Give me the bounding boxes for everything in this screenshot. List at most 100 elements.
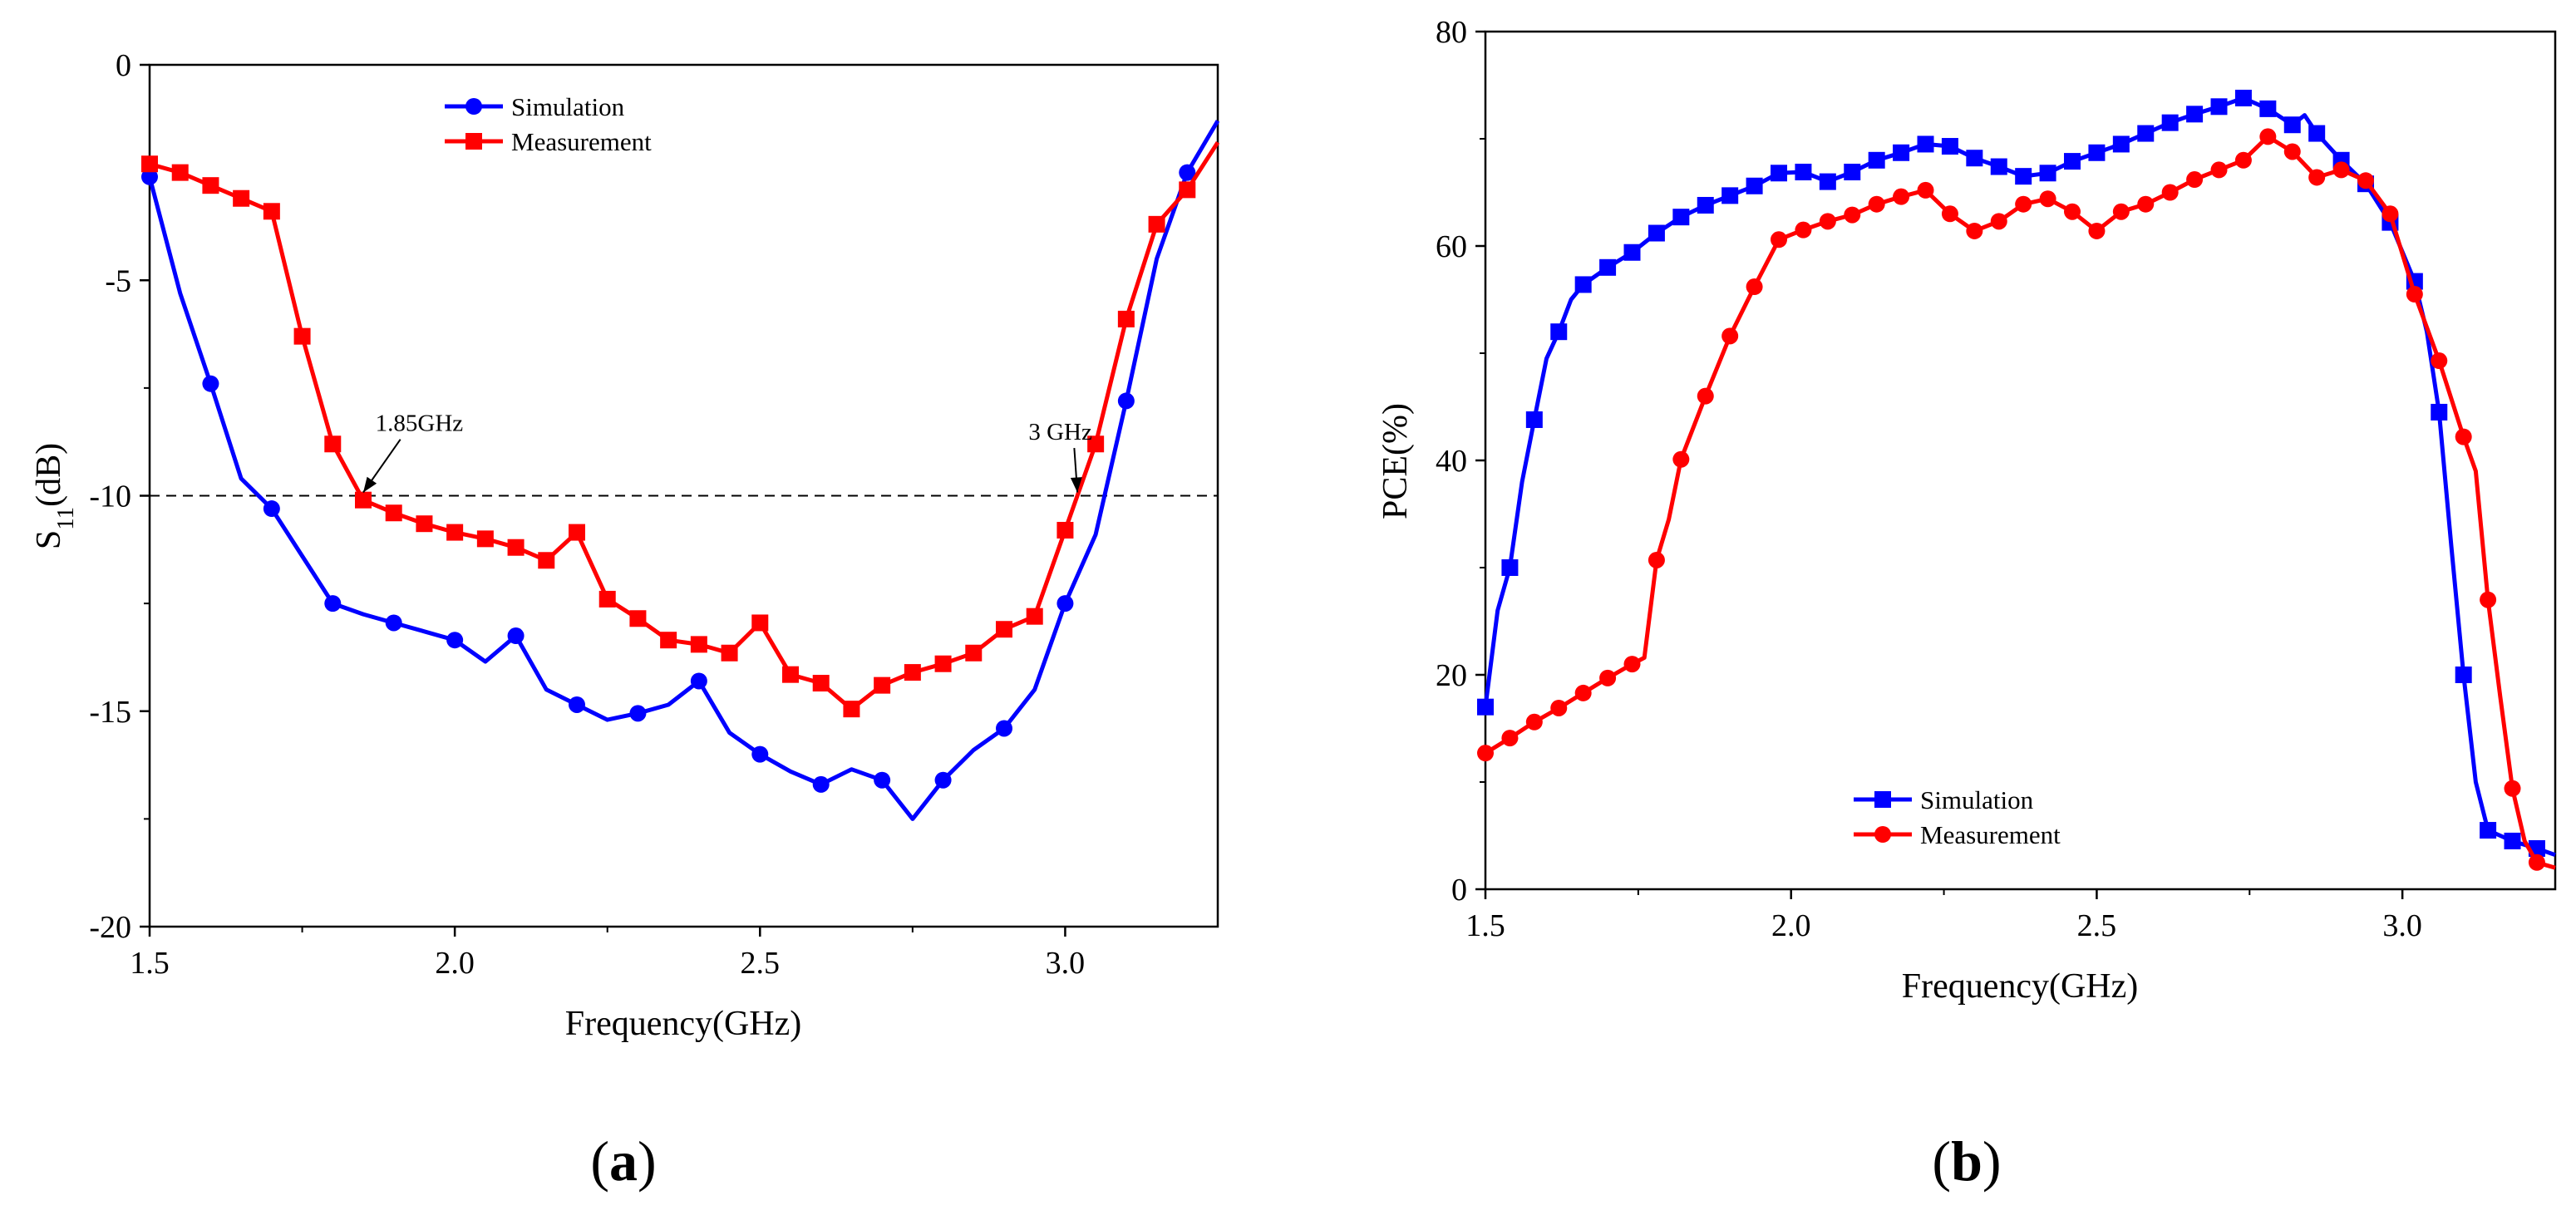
measurement-marker bbox=[141, 155, 158, 173]
y-tick-label: 0 bbox=[116, 48, 131, 83]
y-tick-label: -15 bbox=[89, 695, 131, 730]
legend-item-measurement: Measurement bbox=[1854, 820, 2061, 849]
annotation-label: 3 GHz bbox=[1028, 419, 1092, 445]
panel-letter-a: a bbox=[609, 1129, 638, 1193]
y-tick-label: 60 bbox=[1436, 229, 1467, 264]
simulation-marker bbox=[385, 614, 402, 632]
measurement-marker bbox=[233, 189, 250, 207]
measurement-marker bbox=[1844, 206, 1861, 224]
simulation-marker bbox=[1721, 187, 1739, 204]
measurement-marker bbox=[355, 491, 372, 509]
simulation-marker bbox=[1117, 392, 1135, 410]
simulation-marker bbox=[1746, 177, 1763, 194]
measurement-marker bbox=[2504, 780, 2521, 797]
measurement-marker bbox=[751, 614, 769, 632]
simulation-line bbox=[147, 120, 1220, 821]
measurement-marker bbox=[2064, 203, 2081, 220]
measurement-marker bbox=[1525, 713, 1543, 731]
plot-frame bbox=[1484, 30, 2557, 891]
measurement-marker bbox=[1179, 181, 1196, 199]
measurement-marker bbox=[1721, 327, 1739, 345]
simulation-marker bbox=[1844, 163, 1861, 180]
measurement-marker bbox=[1795, 221, 1812, 239]
simulation-marker bbox=[1574, 276, 1592, 293]
measurement-marker bbox=[507, 539, 525, 556]
simulation-marker bbox=[2088, 144, 2106, 161]
y-tick-label: -5 bbox=[105, 263, 131, 298]
measurement-marker bbox=[1501, 730, 1519, 747]
measurement-marker bbox=[2112, 203, 2130, 220]
measurement-marker bbox=[1941, 205, 1958, 223]
measurement-marker bbox=[1819, 213, 1836, 230]
annotation: 3 GHz bbox=[1028, 419, 1092, 493]
measurement-marker bbox=[1550, 699, 1568, 716]
simulation-marker bbox=[1819, 173, 1836, 190]
measurement-marker bbox=[2088, 222, 2106, 239]
measurement-marker bbox=[1917, 181, 1934, 199]
simulation-marker bbox=[2308, 125, 2326, 142]
simulation-marker bbox=[2186, 106, 2204, 123]
simulation-marker bbox=[2480, 822, 2497, 839]
measurement-marker bbox=[843, 701, 860, 718]
x-axis-label: Frequency(GHz) bbox=[1902, 967, 2139, 1006]
simulation-marker bbox=[1795, 163, 1812, 180]
simulation-marker bbox=[629, 705, 647, 722]
measurement-marker bbox=[2406, 286, 2423, 303]
x-tick-label: 3.0 bbox=[2382, 908, 2422, 943]
measurement-marker bbox=[721, 644, 738, 662]
x-tick-label: 2.0 bbox=[435, 946, 475, 981]
measurement-marker bbox=[446, 524, 464, 541]
measurement-marker bbox=[2039, 190, 2056, 208]
legend-label: Measurement bbox=[511, 127, 652, 156]
annotation-label: 1.85GHz bbox=[376, 411, 464, 437]
annotation-arrowhead bbox=[363, 476, 377, 493]
y-axis-label: PCE(%) bbox=[1377, 403, 1415, 519]
legend-label: Simulation bbox=[1920, 785, 2034, 814]
simulation-marker bbox=[1917, 135, 1934, 153]
simulation-marker bbox=[2259, 100, 2277, 117]
measurement-marker bbox=[1057, 521, 1074, 539]
simulation-marker bbox=[1623, 244, 1641, 261]
simulation-marker bbox=[1966, 150, 1983, 167]
measurement-marker bbox=[812, 675, 830, 692]
measurement-marker bbox=[416, 515, 433, 533]
measurement-marker bbox=[2210, 161, 2228, 179]
series-measurement bbox=[1477, 128, 2556, 871]
legend-marker bbox=[1874, 826, 1891, 843]
simulation-marker bbox=[1868, 151, 1885, 169]
simulation-marker bbox=[324, 595, 342, 612]
measurement-marker bbox=[2283, 143, 2301, 160]
measurement-marker bbox=[1893, 188, 1910, 205]
measurement-marker bbox=[1026, 608, 1043, 625]
simulation-marker bbox=[2210, 98, 2228, 116]
measurement-marker bbox=[782, 666, 799, 683]
y-tick-label: 40 bbox=[1436, 444, 1467, 479]
simulation-marker bbox=[2039, 165, 2056, 182]
y-tick-label: 80 bbox=[1436, 15, 1467, 50]
simulation-marker bbox=[874, 771, 891, 789]
measurement-marker bbox=[874, 676, 891, 694]
panel-label-a: (a) bbox=[590, 1129, 656, 1193]
series-layer bbox=[1477, 89, 2556, 871]
legend-marker bbox=[1874, 791, 1891, 808]
x-tick-label: 2.5 bbox=[2077, 908, 2117, 943]
simulation-marker bbox=[1525, 411, 1543, 428]
panel-b-chart: 1.5 2.0 2.5 3.0 0 20 40 60 80 Simulation Measurem… bbox=[1377, 15, 2557, 1193]
simulation-marker bbox=[1941, 138, 1958, 155]
legend-marker bbox=[465, 98, 482, 115]
measurement-marker bbox=[1868, 195, 1885, 213]
measurement-marker bbox=[629, 610, 647, 627]
legend-marker bbox=[465, 133, 482, 150]
measurement-marker bbox=[1574, 684, 1592, 701]
y-axis-label: S11(dB) bbox=[30, 443, 79, 549]
measurement-marker bbox=[2332, 161, 2350, 179]
simulation-marker bbox=[1179, 164, 1196, 181]
simulation-marker bbox=[1501, 559, 1519, 576]
measurement-marker bbox=[476, 530, 494, 548]
legend-label: Simulation bbox=[511, 92, 625, 121]
measurement-marker bbox=[904, 664, 921, 681]
series-layer bbox=[141, 120, 1220, 821]
measurement-marker bbox=[1087, 435, 1105, 453]
measurement-marker bbox=[2137, 195, 2155, 213]
